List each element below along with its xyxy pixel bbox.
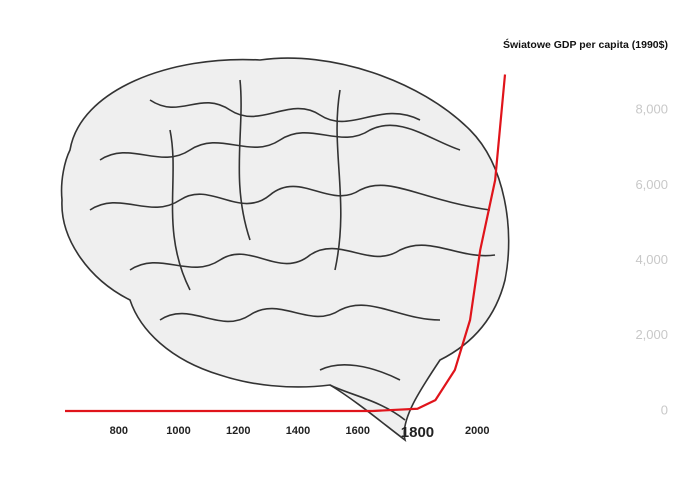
x-tick-label: 2000 bbox=[465, 425, 489, 437]
data-line bbox=[65, 74, 507, 413]
x-tick-label: 1400 bbox=[286, 425, 310, 437]
y-tick-label: 0 bbox=[661, 402, 668, 417]
y-axis-label: Światowe GDP per capita (1990$) bbox=[503, 38, 668, 51]
x-tick-label: 1600 bbox=[345, 425, 369, 437]
brain-illustration bbox=[60, 57, 510, 442]
x-tick-label: 800 bbox=[110, 425, 128, 437]
y-tick-label: 8,000 bbox=[635, 102, 668, 117]
x-tick-label: 1200 bbox=[226, 425, 250, 437]
y-tick-label: 2,000 bbox=[635, 327, 668, 342]
y-tick-label: 4,000 bbox=[635, 252, 668, 267]
x-tick-label: 1800 bbox=[401, 424, 434, 441]
y-tick-label: 6,000 bbox=[635, 177, 668, 192]
x-tick-label: 1000 bbox=[166, 425, 190, 437]
